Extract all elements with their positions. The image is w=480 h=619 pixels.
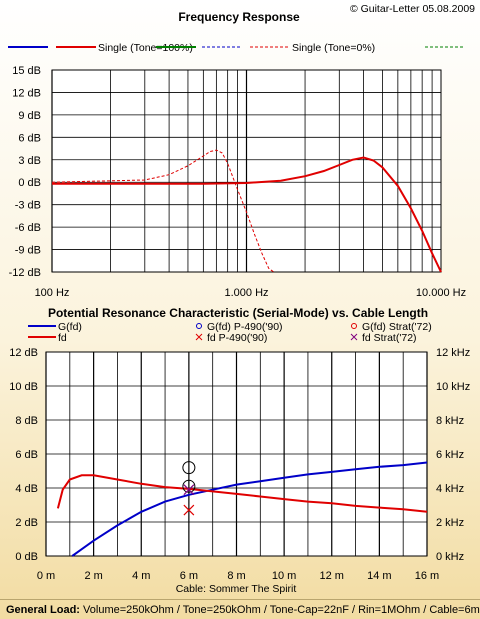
chart1-x-tick-label: 1.000 Hz bbox=[224, 287, 268, 299]
chart1-y-tick-label: -9 dB bbox=[15, 245, 41, 257]
chart1-y-tick-label: 12 dB bbox=[12, 87, 41, 99]
chart2-legend-label: G(fd) Strat('72) bbox=[362, 321, 432, 333]
chart2-marker-circle bbox=[182, 479, 196, 493]
chart1-y-tick-label: -6 dB bbox=[15, 222, 41, 234]
chart1-series-line-tone-0 bbox=[51, 149, 274, 273]
chart1-x-tick-label: 100 Hz bbox=[35, 287, 70, 299]
general-load-label: General Load: bbox=[6, 604, 80, 616]
chart2-legend-label: fd bbox=[58, 332, 67, 344]
chart2-left-y-tick-label: 4 dB bbox=[15, 483, 38, 495]
chart1-title: Frequency Response bbox=[178, 10, 300, 24]
chart1-y-tick-label: -12 dB bbox=[9, 267, 41, 279]
chart1-y-tick-labels: 15 dB 12 dB 9 dB 6 dB 3 dB 0 dB -3 dB -6 dB -9 d… bbox=[9, 65, 41, 279]
chart1-x-tick-label: 10.000 Hz bbox=[416, 287, 466, 299]
chart2-legend-label: fd Strat('72) bbox=[362, 332, 417, 344]
chart1-legend-label: Single (Tone=0%) bbox=[292, 42, 375, 54]
chart2-grid bbox=[45, 351, 428, 557]
chart2-left-y-tick-label: 10 dB bbox=[9, 381, 38, 393]
chart2-x-axis-label: Cable: Sommer The Spirit bbox=[176, 583, 297, 595]
chart1-y-tick-label: 9 dB bbox=[18, 110, 41, 122]
copyright-label: © Guitar-Letter 05.08.2009 bbox=[350, 3, 475, 15]
chart2-legend-marker bbox=[196, 323, 202, 329]
chart1-legend: Single (Tone=100%) Single (Tone=0%) bbox=[8, 42, 465, 54]
chart2-right-y-tick-label: 6 kHz bbox=[436, 449, 464, 461]
chart2-right-y-tick-label: 8 kHz bbox=[436, 415, 464, 427]
general-load-footer: General Load: Volume=250kOhm / Tone=250k… bbox=[0, 599, 480, 619]
chart2-legend-marker bbox=[351, 323, 357, 329]
chart2-left-y-tick-label: 0 dB bbox=[15, 551, 38, 563]
chart2-marker-cross bbox=[183, 504, 195, 516]
chart2-title: Potential Resonance Characteristic (Seri… bbox=[48, 306, 428, 320]
chart2-left-y-tick-label: 6 dB bbox=[15, 449, 38, 461]
chart2-left-y-tick-label: 2 dB bbox=[15, 517, 38, 529]
chart2-x-tick-label: 4 m bbox=[132, 570, 150, 582]
chart1-y-tick-label: -3 dB bbox=[15, 200, 41, 212]
chart2-right-y-tick-label: 12 kHz bbox=[436, 347, 470, 359]
chart1-x-tick-labels: 100 Hz 1.000 Hz 10.000 Hz bbox=[35, 287, 467, 299]
chart1-y-tick-label: 0 dB bbox=[18, 177, 41, 189]
general-load-text: Volume=250kOhm / Tone=250kOhm / Tone-Cap… bbox=[83, 604, 480, 616]
chart2-x-tick-label: 16 m bbox=[415, 570, 439, 582]
chart2-right-y-tick-label: 2 kHz bbox=[436, 517, 464, 529]
chart2-left-y-tick-label: 8 dB bbox=[15, 415, 38, 427]
chart2-series bbox=[56, 461, 428, 557]
chart2-right-y-tick-label: 4 kHz bbox=[436, 483, 464, 495]
chart1-series bbox=[51, 149, 442, 273]
chart1-y-tick-label: 15 dB bbox=[12, 65, 41, 77]
chart2-legend-marker bbox=[350, 333, 358, 341]
chart2-legend-label: G(fd) bbox=[58, 321, 82, 333]
chart1-y-tick-label: 6 dB bbox=[18, 132, 41, 144]
chart2-left-y-tick-label: 12 dB bbox=[9, 347, 38, 359]
chart2-x-tick-label: 14 m bbox=[367, 570, 391, 582]
chart1-legend-label: Single (Tone=100%) bbox=[98, 42, 193, 54]
chart2-legend-label: G(fd) P-490('90) bbox=[207, 321, 283, 333]
chart2-legend-label: fd P-490('90) bbox=[207, 332, 267, 344]
chart1-grid bbox=[51, 69, 441, 273]
chart2-legend-marker bbox=[195, 333, 203, 341]
chart2-right-y-tick-label: 10 kHz bbox=[436, 381, 470, 393]
chart2-marker-circle bbox=[182, 461, 196, 475]
chart2-legend: G(fd)fd G(fd) P-490('90)fd P-490('90) G(fd… bbox=[28, 321, 432, 344]
chart2-series-line-gfd bbox=[71, 461, 428, 557]
chart2-x-tick-label: 6 m bbox=[180, 570, 198, 582]
chart2-marker-cross bbox=[183, 484, 195, 496]
chart2-series-line-fd bbox=[56, 474, 428, 513]
chart2-x-tick-labels: 0 m 2 m 4 m 6 m 8 m 10 m 12 m 14 m 16 m bbox=[37, 570, 439, 582]
chart1-series-line-tone-100 bbox=[52, 156, 442, 273]
chart2-x-tick-label: 8 m bbox=[227, 570, 245, 582]
chart2-right-y-tick-label: 0 kHz bbox=[436, 551, 464, 563]
chart2-x-tick-label: 0 m bbox=[37, 570, 55, 582]
chart1-y-tick-label: 3 dB bbox=[18, 155, 41, 167]
chart2-x-tick-label: 2 m bbox=[84, 570, 102, 582]
chart2-x-tick-label: 10 m bbox=[272, 570, 296, 582]
chart2-y-tick-labels: 12 dB 10 dB 8 dB 6 dB 4 dB 2 dB 0 dB 12 kHz 10 k… bbox=[9, 347, 470, 563]
chart2-x-tick-label: 12 m bbox=[320, 570, 344, 582]
